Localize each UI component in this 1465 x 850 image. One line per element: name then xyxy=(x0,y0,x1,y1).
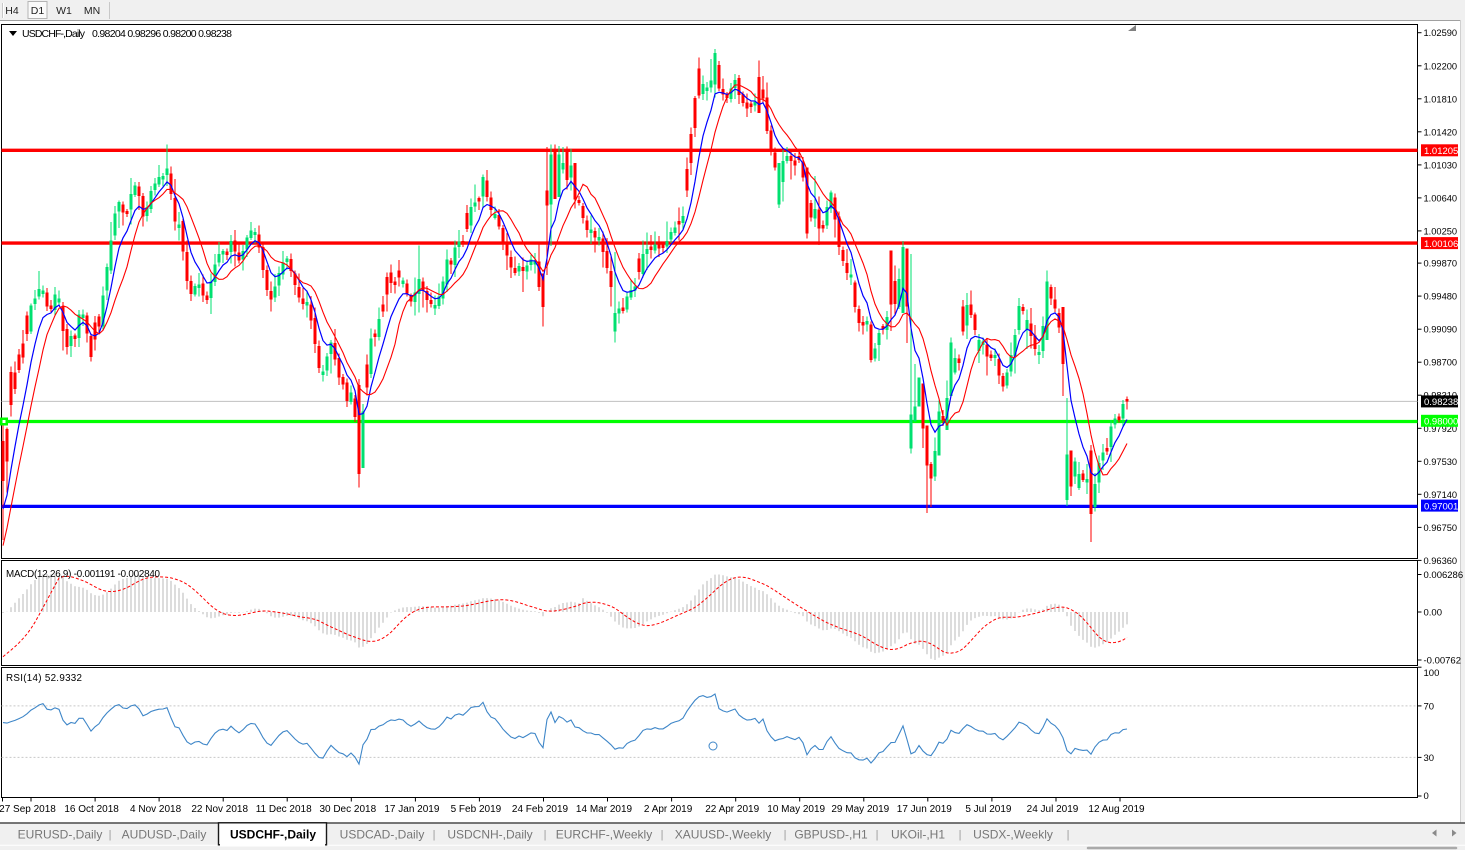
svg-text:|: | xyxy=(959,829,962,841)
svg-text:5 Feb 2019: 5 Feb 2019 xyxy=(451,804,502,815)
svg-text:1.01030: 1.01030 xyxy=(1424,160,1458,170)
svg-text:|: | xyxy=(544,829,547,841)
svg-text:29 May 2019: 29 May 2019 xyxy=(831,804,889,815)
svg-text:70: 70 xyxy=(1424,701,1435,712)
svg-text:|: | xyxy=(876,829,879,841)
svg-text:0.98700: 0.98700 xyxy=(1424,358,1458,368)
svg-text:14 Mar 2019: 14 Mar 2019 xyxy=(576,804,633,815)
svg-text:1.01810: 1.01810 xyxy=(1424,94,1458,104)
svg-text:0.96360: 0.96360 xyxy=(1424,556,1458,566)
svg-text:0.97140: 0.97140 xyxy=(1424,490,1458,500)
svg-text:|: | xyxy=(109,829,112,841)
svg-text:0.97920: 0.97920 xyxy=(1424,424,1458,434)
svg-text:0.97530: 0.97530 xyxy=(1424,457,1458,467)
svg-text:1.01420: 1.01420 xyxy=(1424,127,1458,137)
svg-text:10 May 2019: 10 May 2019 xyxy=(767,804,825,815)
svg-text:1.02200: 1.02200 xyxy=(1424,61,1458,71)
svg-text:EURUSD-,Daily: EURUSD-,Daily xyxy=(18,828,103,842)
svg-text:UKOil-,H1: UKOil-,H1 xyxy=(891,828,945,842)
svg-text:0.99480: 0.99480 xyxy=(1424,292,1458,302)
svg-text:USDCAD-,Daily: USDCAD-,Daily xyxy=(340,828,425,842)
svg-text:USDCHF-,Daily: USDCHF-,Daily xyxy=(22,28,86,40)
svg-text:11 Dec 2018: 11 Dec 2018 xyxy=(256,804,312,815)
svg-text:0.98204 0.98296 0.98200 0.9823: 0.98204 0.98296 0.98200 0.98238 xyxy=(92,28,232,40)
svg-text:RSI(14) 52.9332: RSI(14) 52.9332 xyxy=(6,673,82,684)
svg-text:0.98000: 0.98000 xyxy=(1424,417,1458,428)
svg-text:100: 100 xyxy=(1424,668,1440,679)
svg-text:0.98238: 0.98238 xyxy=(1424,397,1458,408)
svg-text:USDCHF-,Daily: USDCHF-,Daily xyxy=(230,828,316,842)
svg-text:17 Jan 2019: 17 Jan 2019 xyxy=(384,804,439,815)
svg-text:0.00: 0.00 xyxy=(1424,608,1443,619)
svg-text:16 Oct 2018: 16 Oct 2018 xyxy=(64,804,119,815)
svg-text:MACD(12,26,9) -0.001191 -0.002: MACD(12,26,9) -0.001191 -0.002840 xyxy=(6,569,161,580)
svg-text:AUDUSD-,Daily: AUDUSD-,Daily xyxy=(122,828,207,842)
svg-text:0.97001: 0.97001 xyxy=(1424,501,1458,512)
svg-text:D1: D1 xyxy=(31,5,45,17)
svg-text:24 Feb 2019: 24 Feb 2019 xyxy=(512,804,569,815)
svg-text:4 Nov 2018: 4 Nov 2018 xyxy=(130,804,182,815)
svg-text:22 Apr 2019: 22 Apr 2019 xyxy=(705,804,759,815)
svg-text:30: 30 xyxy=(1424,753,1435,764)
svg-text:1.00250: 1.00250 xyxy=(1424,226,1458,236)
svg-text:1.00106: 1.00106 xyxy=(1424,239,1458,250)
svg-text:0: 0 xyxy=(1424,791,1429,802)
svg-text:EURCHF-,Weekly: EURCHF-,Weekly xyxy=(556,828,652,842)
svg-text:|: | xyxy=(784,829,787,841)
svg-text:30 Dec 2018: 30 Dec 2018 xyxy=(319,804,376,815)
svg-text:12 Aug 2019: 12 Aug 2019 xyxy=(1088,804,1145,815)
svg-text:-0.00762: -0.00762 xyxy=(1424,656,1462,667)
svg-text:W1: W1 xyxy=(56,5,72,17)
svg-text:|: | xyxy=(433,829,436,841)
svg-text:XAUUSD-,Weekly: XAUUSD-,Weekly xyxy=(675,828,771,842)
svg-text:5 Jul 2019: 5 Jul 2019 xyxy=(965,804,1012,815)
svg-text:0.006286: 0.006286 xyxy=(1424,570,1464,581)
svg-text:24 Jul 2019: 24 Jul 2019 xyxy=(1027,804,1079,815)
svg-text:H4: H4 xyxy=(5,5,19,17)
svg-text:1.01205: 1.01205 xyxy=(1424,146,1458,157)
svg-text:0.99870: 0.99870 xyxy=(1424,259,1458,269)
svg-text:|: | xyxy=(661,829,664,841)
svg-text:USDCNH-,Daily: USDCNH-,Daily xyxy=(447,828,532,842)
svg-text:22 Nov 2018: 22 Nov 2018 xyxy=(191,804,248,815)
svg-text:MN: MN xyxy=(84,5,100,17)
svg-text:0.99090: 0.99090 xyxy=(1424,325,1458,335)
svg-text:17 Jun 2019: 17 Jun 2019 xyxy=(897,804,952,815)
svg-text:|: | xyxy=(1067,829,1070,841)
svg-text:0.96750: 0.96750 xyxy=(1424,523,1458,533)
svg-text:27 Sep 2018: 27 Sep 2018 xyxy=(0,804,56,815)
svg-text:USDX-,Weekly: USDX-,Weekly xyxy=(973,828,1053,842)
svg-text:2 Apr 2019: 2 Apr 2019 xyxy=(644,804,693,815)
svg-text:GBPUSD-,H1: GBPUSD-,H1 xyxy=(794,828,868,842)
svg-text:1.02590: 1.02590 xyxy=(1424,28,1458,38)
svg-text:1.00640: 1.00640 xyxy=(1424,193,1458,203)
